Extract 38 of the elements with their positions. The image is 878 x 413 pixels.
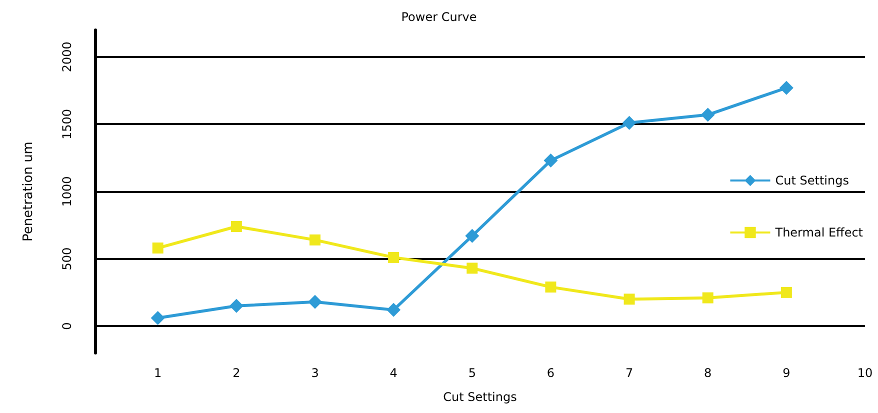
point [622, 116, 636, 130]
point [780, 286, 792, 298]
x-tick-label: 7 [625, 366, 634, 380]
chart-title: Power Curve [401, 10, 477, 24]
point [308, 294, 322, 309]
point [230, 220, 242, 232]
x-tick-label: 4 [390, 366, 398, 380]
x-tick-label: 9 [782, 366, 790, 380]
x-tick-label: 2 [232, 366, 240, 380]
point [624, 294, 635, 305]
point [466, 262, 478, 274]
legend-label: Thermal Effect [774, 226, 864, 240]
x-tick-label: 5 [468, 366, 476, 380]
x-tick-label: 1 [154, 366, 162, 380]
point [702, 292, 714, 304]
point [229, 298, 244, 313]
x-tick-label: 8 [704, 366, 712, 380]
x-tick-label: 3 [311, 366, 319, 380]
y-axis-title: Penetration um [21, 142, 36, 242]
point [388, 252, 400, 263]
point [544, 154, 558, 168]
point [386, 302, 401, 317]
point [150, 311, 165, 326]
y-tick-label: 1500 [60, 108, 74, 140]
point [779, 80, 794, 95]
y-tick-label: 500 [60, 247, 74, 270]
point [545, 282, 556, 293]
legend-label: Cut Settings [775, 174, 849, 188]
x-tick-label: 6 [546, 366, 555, 380]
point [700, 108, 715, 122]
y-tick-label: 2000 [60, 42, 74, 72]
point [310, 234, 320, 246]
y-tick-label: 1000 [60, 176, 74, 207]
y-tick-label: 0 [60, 322, 74, 330]
x-tick-label: 10 [857, 366, 873, 380]
x-axis-title: Cut Settings [443, 390, 517, 404]
point [465, 228, 480, 243]
point [152, 242, 164, 254]
